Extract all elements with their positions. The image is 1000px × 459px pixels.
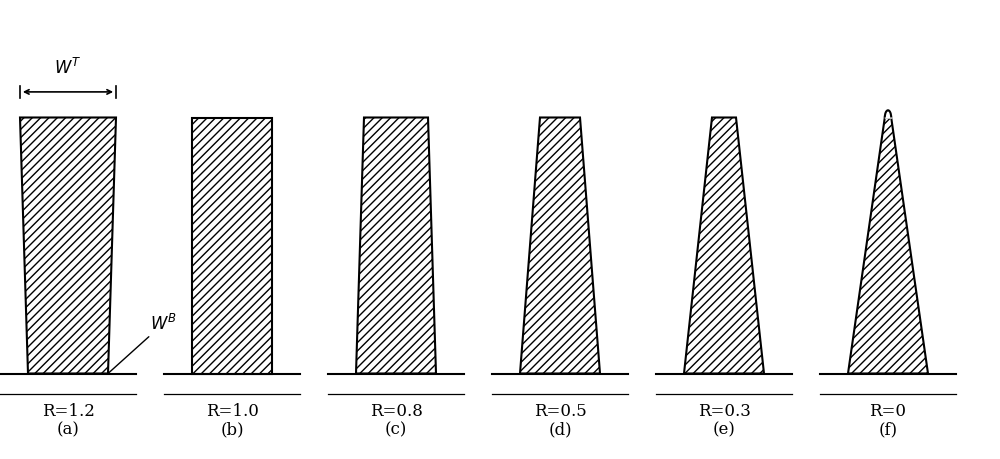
Polygon shape — [656, 374, 792, 393]
Text: R=1.2: R=1.2 — [42, 403, 94, 420]
Text: R=0.5: R=0.5 — [534, 403, 586, 420]
Text: R=0: R=0 — [870, 403, 906, 420]
Text: R=1.0: R=1.0 — [206, 403, 258, 420]
Text: (e): (e) — [713, 421, 735, 438]
Polygon shape — [820, 374, 956, 393]
Text: (b): (b) — [220, 421, 244, 438]
Polygon shape — [328, 374, 464, 393]
Polygon shape — [20, 118, 116, 374]
Text: R=0.8: R=0.8 — [370, 403, 422, 420]
Text: R=0.3: R=0.3 — [698, 403, 750, 420]
Polygon shape — [164, 374, 300, 393]
Text: (a): (a) — [57, 421, 79, 438]
Polygon shape — [848, 118, 928, 374]
Polygon shape — [520, 118, 600, 374]
Polygon shape — [684, 118, 764, 374]
Text: $W^T$: $W^T$ — [54, 58, 82, 78]
Text: $W^B$: $W^B$ — [108, 314, 177, 374]
Polygon shape — [0, 374, 136, 393]
Text: (c): (c) — [385, 421, 407, 438]
Polygon shape — [492, 374, 628, 393]
Polygon shape — [356, 118, 436, 374]
Text: (f): (f) — [878, 421, 898, 438]
Polygon shape — [192, 118, 272, 374]
Text: (d): (d) — [548, 421, 572, 438]
